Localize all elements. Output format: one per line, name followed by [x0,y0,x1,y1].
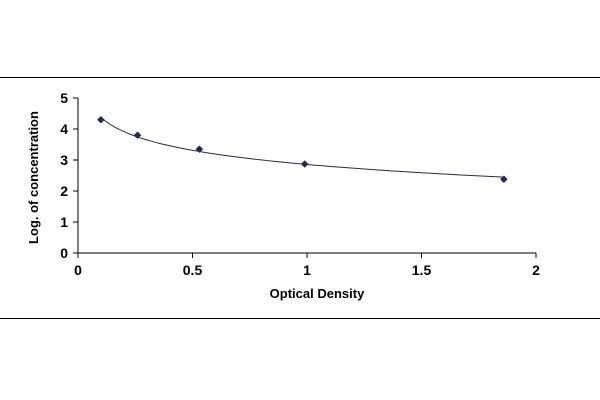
x-axis-title: Optical Density [270,286,365,301]
series-trendline [100,117,504,178]
y-tick-label: 0 [60,245,68,261]
y-tick-label: 3 [60,152,68,168]
plot-area: 0 0.5 1 1.5 2 0 1 2 3 4 5 Optical Density Log. of co… [26,90,540,301]
x-tick-label: 2 [532,262,540,278]
y-axis-title: Log. of concentration [26,111,41,244]
chart-frame [0,77,600,319]
y-tick-label: 2 [60,183,68,199]
y-tick-label: 4 [60,121,68,137]
x-tick-label: 0 [74,262,82,278]
x-tick-label: 1.5 [412,262,432,278]
data-point [195,145,204,154]
y-tick-label: 1 [60,214,68,230]
y-tick-label: 5 [60,90,68,106]
data-point [97,115,105,124]
data-point [133,131,142,140]
data-point [300,160,309,168]
data-point [500,175,508,184]
x-tick-label: 1 [303,262,311,278]
x-tick-label: 0.5 [183,262,203,278]
